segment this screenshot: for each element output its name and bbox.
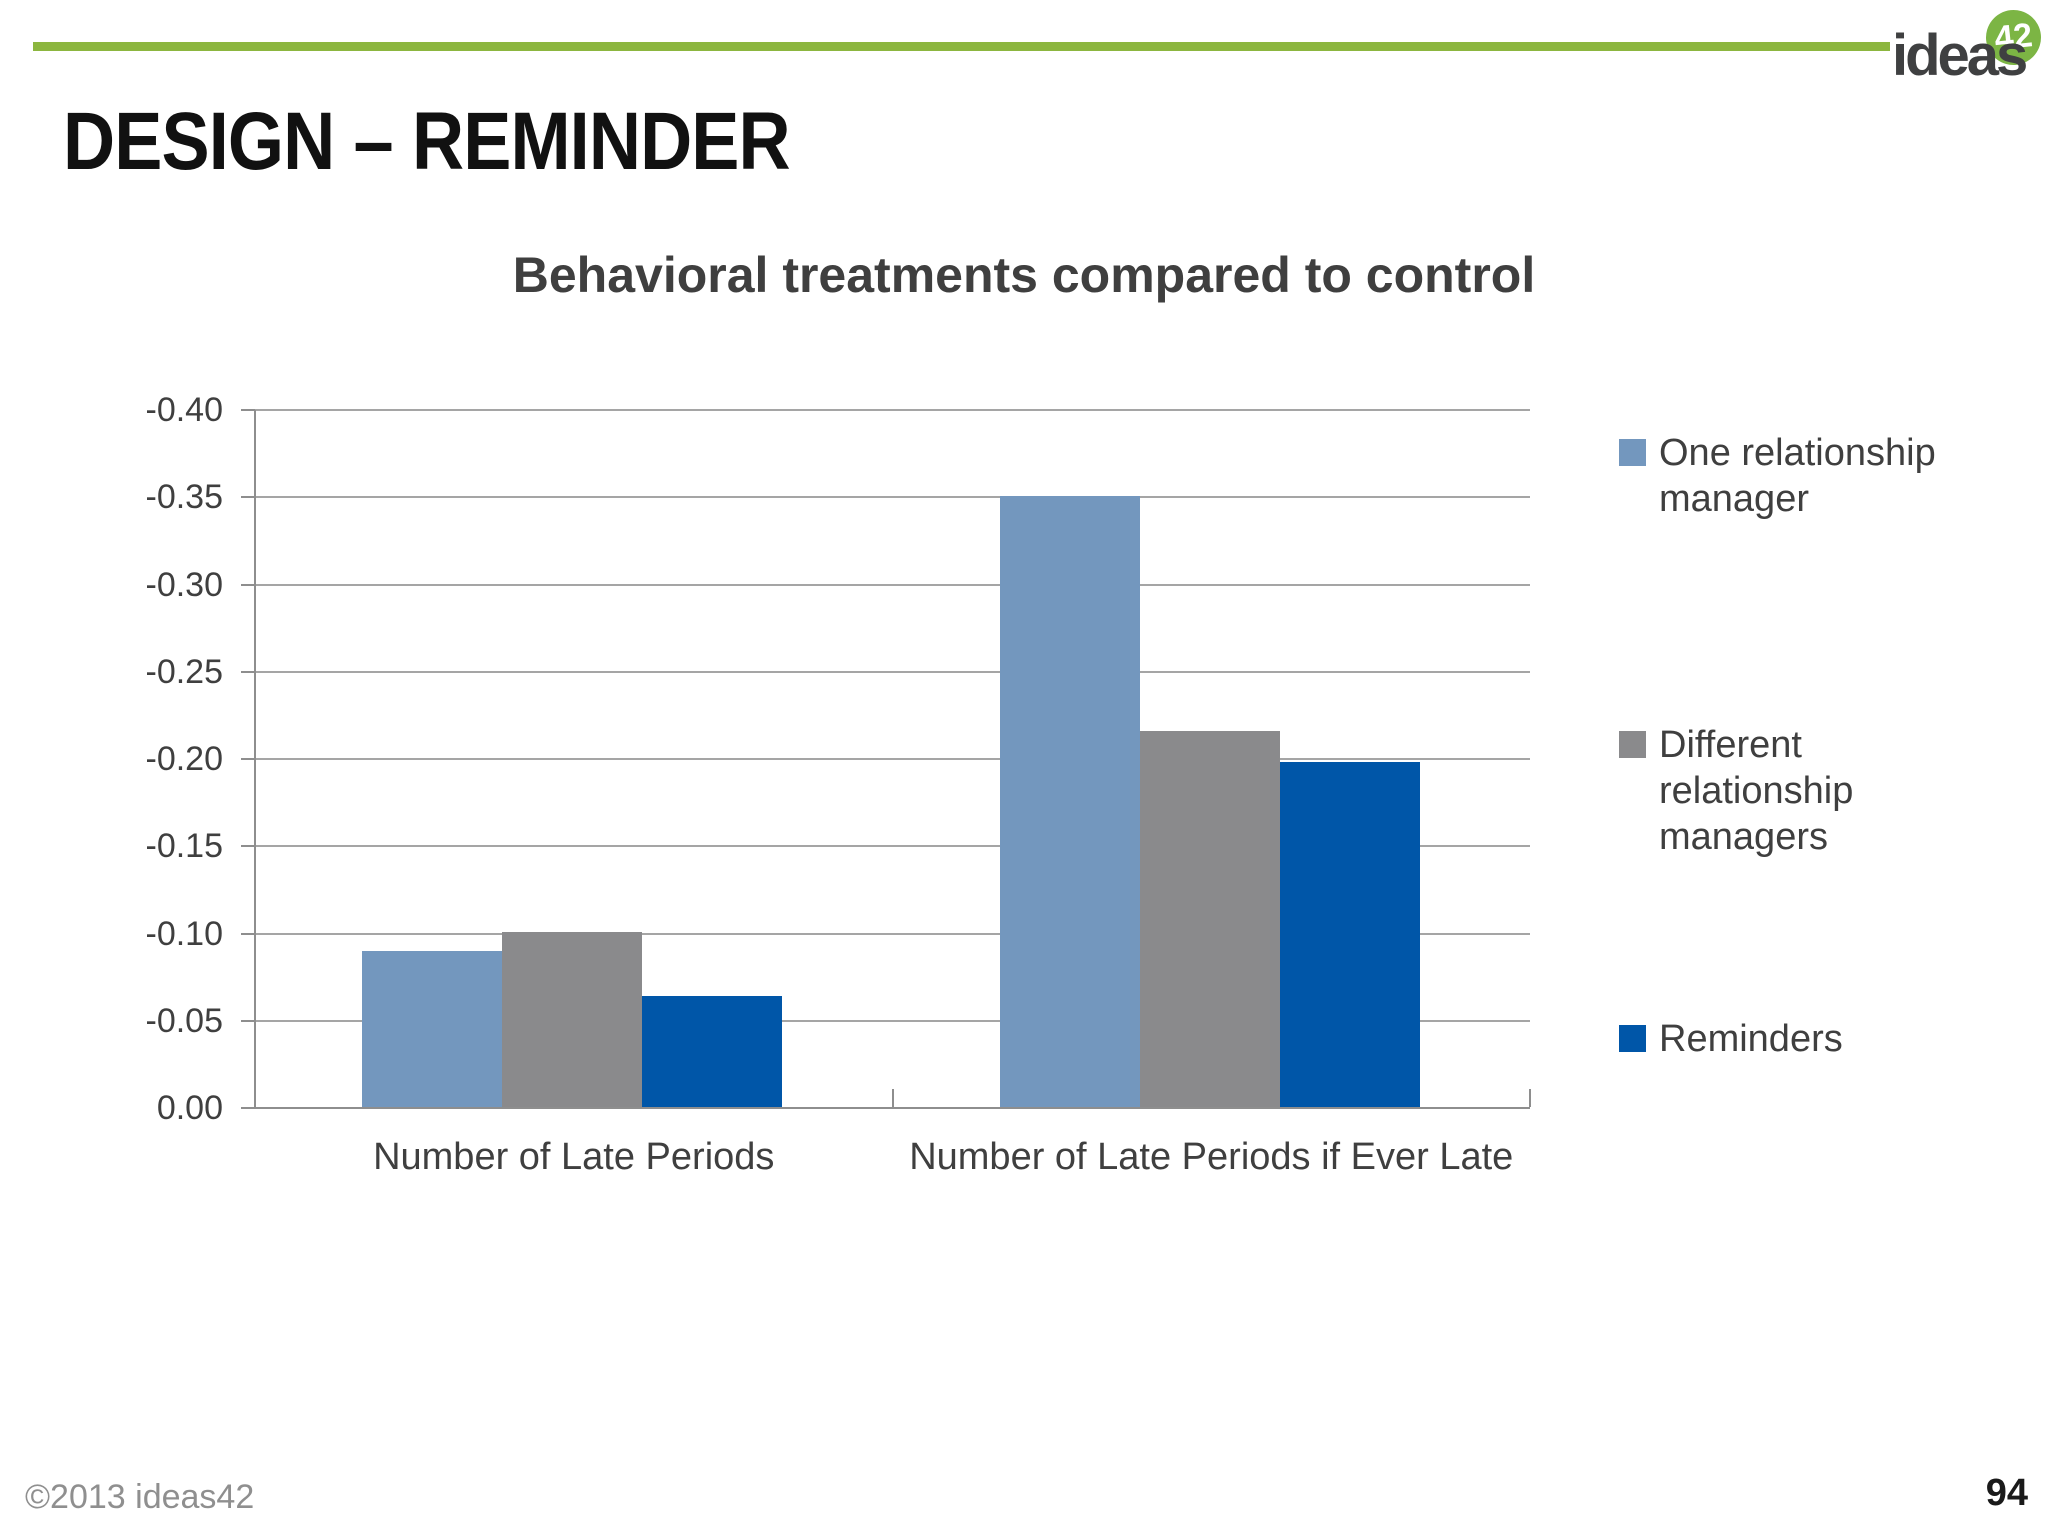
gridline: [255, 496, 1530, 499]
bar-one-relationship-manager: [999, 495, 1140, 1108]
legend-label: Different relationship managers: [1659, 724, 1854, 858]
chart-title: Behavioral treatments compared to contro…: [512, 247, 1536, 303]
x-axis-category-label: Number of Late Periods if Ever Late: [909, 1136, 1514, 1178]
y-axis-label: -0.25: [145, 652, 224, 691]
y-axis-tick: [241, 409, 255, 411]
y-axis-label: -0.05: [145, 1001, 224, 1040]
logo-text: ideas: [1892, 23, 2028, 88]
copyright-text: ©2013 ideas42: [25, 1478, 255, 1516]
y-axis-label: -0.15: [145, 827, 224, 866]
legend-swatch: [1619, 439, 1646, 466]
legend-swatch: [1619, 731, 1646, 758]
gridline: [255, 670, 1530, 673]
bar-different-relationship-managers: [502, 931, 642, 1108]
y-axis-label: 0.00: [156, 1089, 223, 1127]
y-axis-tick: [241, 758, 255, 760]
y-axis-tick: [241, 496, 255, 499]
x-axis-line: [241, 1107, 1530, 1109]
category-tick: [1529, 1089, 1531, 1107]
gridline: [255, 409, 1530, 411]
gridline: [255, 758, 1530, 760]
bar-one-relationship-manager: [362, 950, 502, 1108]
y-axis-label: -0.35: [145, 478, 224, 517]
y-axis-label: -0.20: [145, 740, 224, 778]
y-axis-tick: [241, 932, 255, 935]
legend-item: One relationship manager: [1619, 430, 1989, 522]
ideas42-logo: 42 ideas: [1880, 0, 2048, 110]
y-axis-tick: [241, 583, 255, 586]
legend-item: Different relationship managers: [1619, 722, 1989, 860]
y-axis-label: -0.40: [145, 391, 224, 429]
bar-reminders: [1279, 762, 1420, 1108]
bar-different-relationship-managers: [1139, 731, 1280, 1108]
category-tick: [891, 1089, 894, 1107]
y-axis-tick: [241, 1019, 255, 1022]
gridline: [255, 583, 1530, 586]
legend-swatch: [1619, 1025, 1646, 1052]
y-axis-label: -0.30: [145, 565, 224, 604]
y-axis-tick: [241, 670, 255, 673]
slide-title: DESIGN – REMINDER: [63, 96, 791, 187]
legend-label: One relationship manager: [1659, 432, 1936, 520]
page-number: 94: [1985, 1472, 2028, 1514]
y-axis-line: [254, 410, 256, 1108]
gridline: [255, 932, 1530, 935]
gridline: [255, 845, 1530, 848]
y-axis-label: -0.10: [145, 914, 224, 953]
legend-item: Reminders: [1619, 1016, 1989, 1062]
y-axis-tick: [241, 845, 255, 848]
legend-label: Reminders: [1659, 1018, 1843, 1060]
bar-reminders: [642, 996, 782, 1108]
x-axis-category-label: Number of Late Periods: [373, 1136, 775, 1178]
accent-bar: [33, 42, 1890, 51]
gridline: [255, 1019, 1530, 1022]
